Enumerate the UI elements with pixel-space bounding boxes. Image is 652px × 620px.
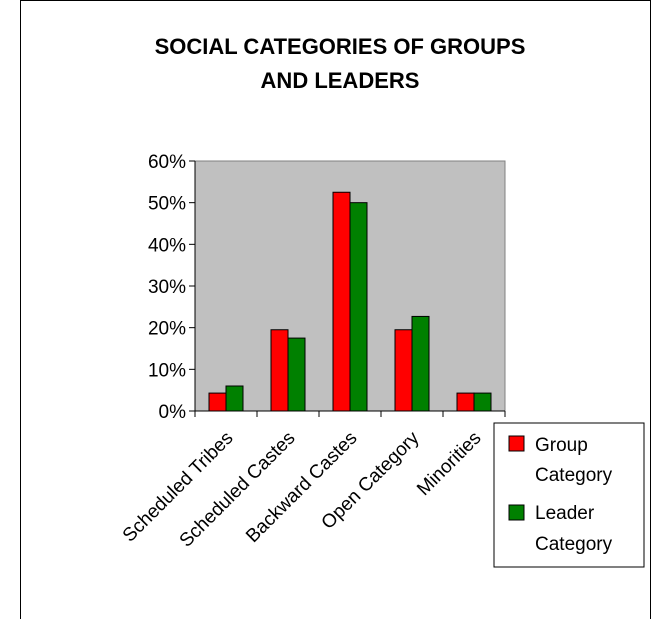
bar-leader-0 xyxy=(225,385,244,412)
y-tick-label: 50% xyxy=(148,194,186,215)
bar-group-2 xyxy=(332,191,351,412)
bar-leader-3 xyxy=(411,315,430,412)
x-axis xyxy=(194,410,506,417)
y-tick-label: 40% xyxy=(148,235,186,256)
bar-leader-2 xyxy=(349,202,368,412)
legend-label-leader-line-1: Leader xyxy=(535,503,595,524)
y-axis: 0% 10% 20% 30% 40% 50% 60% xyxy=(148,152,196,423)
bar-group-0 xyxy=(208,392,227,412)
x-category-label: Minorities xyxy=(413,428,485,500)
x-category-label: Scheduled Tribes xyxy=(119,428,238,547)
bar-group-4 xyxy=(456,392,475,412)
bars xyxy=(208,191,492,412)
legend-label-group-line-2: Category xyxy=(535,465,613,486)
legend-label-group-line-1: Group xyxy=(535,435,588,456)
chart-title-line-2: AND LEADERS xyxy=(261,68,420,93)
chart-frame xyxy=(20,0,651,619)
x-category-label: Backward Castes xyxy=(242,428,361,547)
bar-leader-1 xyxy=(287,337,306,412)
legend-label-leader-line-2: Category xyxy=(535,534,613,555)
legend-swatch-leader xyxy=(508,504,525,521)
y-tick-label: 60% xyxy=(148,152,186,173)
legend-swatch-group xyxy=(508,435,525,452)
x-category-label: Scheduled Castes xyxy=(176,428,300,552)
y-tick-label: 10% xyxy=(148,360,186,381)
chart-title-line-1: SOCIAL CATEGORIES OF GROUPS xyxy=(155,34,526,59)
bar-group-3 xyxy=(394,329,413,412)
y-tick-label: 0% xyxy=(159,402,187,423)
y-tick-label: 20% xyxy=(148,319,186,340)
bar-group-1 xyxy=(270,329,289,412)
y-tick-label: 30% xyxy=(148,277,186,298)
bar-leader-4 xyxy=(473,392,492,412)
